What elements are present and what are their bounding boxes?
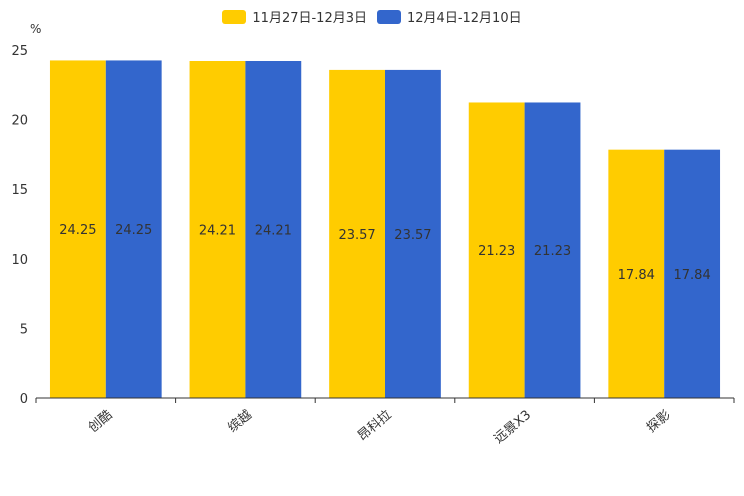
- legend-item-series-1[interactable]: 11月27日-12月3日: [222, 7, 367, 26]
- x-tick-label: 昂科拉: [355, 408, 395, 445]
- y-tick-label: 25: [11, 44, 28, 59]
- legend-swatch-series-1: [222, 9, 247, 24]
- legend-swatch-series-2: [377, 9, 401, 24]
- bar-series-1-4[interactable]: [468, 102, 525, 399]
- bar-series-1-5[interactable]: [608, 149, 665, 398]
- data-label: 24.21: [255, 223, 292, 238]
- bar-series-2-4[interactable]: [524, 102, 581, 399]
- bars-group: [49, 60, 721, 399]
- bar-series-1-2[interactable]: [189, 60, 246, 399]
- data-label: 21.23: [478, 244, 515, 259]
- bar-series-2-1[interactable]: [105, 60, 162, 398]
- y-axis-unit-label: %: [30, 22, 41, 36]
- data-label: 23.57: [338, 228, 375, 243]
- x-axis: 创酷 缤越 昂科拉 远景X3 探影: [35, 397, 735, 447]
- y-tick-label: 0: [20, 392, 28, 407]
- x-tick-label: 探影: [644, 408, 674, 436]
- legend-label-series-2: 12月4日-12月10日: [407, 11, 522, 26]
- x-tick-label: 缤越: [225, 407, 255, 436]
- y-tick-label: 10: [11, 253, 28, 268]
- data-label: 17.84: [618, 268, 655, 283]
- y-axis: 0 5 10 15 20 25: [11, 44, 28, 407]
- data-label: 23.57: [394, 228, 431, 243]
- legend-item-series-2[interactable]: 12月4日-12月10日: [377, 7, 522, 26]
- chart-legend: 11月27日-12月3日 12月4日-12月10日: [0, 7, 744, 26]
- data-labels-group: 24.25 24.25 24.21 24.21 23.57 23.57 21.23 21.23…: [59, 223, 710, 283]
- legend-label-series-1: 11月27日-12月3日: [252, 11, 367, 26]
- data-label: 17.84: [674, 268, 711, 283]
- bar-series-1-3[interactable]: [329, 69, 385, 398]
- bar-series-2-3[interactable]: [385, 69, 441, 398]
- y-tick-label: 15: [11, 183, 28, 198]
- data-label: 21.23: [534, 244, 571, 259]
- bar-series-2-5[interactable]: [664, 149, 721, 398]
- bar-series-1-1[interactable]: [49, 60, 106, 398]
- data-label: 24.21: [199, 223, 236, 238]
- x-tick-label: 创酷: [86, 408, 116, 436]
- bar-series-2-2[interactable]: [245, 60, 302, 399]
- x-tick-label: 远景X3: [491, 408, 534, 447]
- data-label: 24.25: [115, 223, 152, 238]
- data-label: 24.25: [59, 223, 96, 238]
- y-tick-label: 5: [20, 322, 28, 337]
- y-tick-label: 20: [11, 114, 28, 129]
